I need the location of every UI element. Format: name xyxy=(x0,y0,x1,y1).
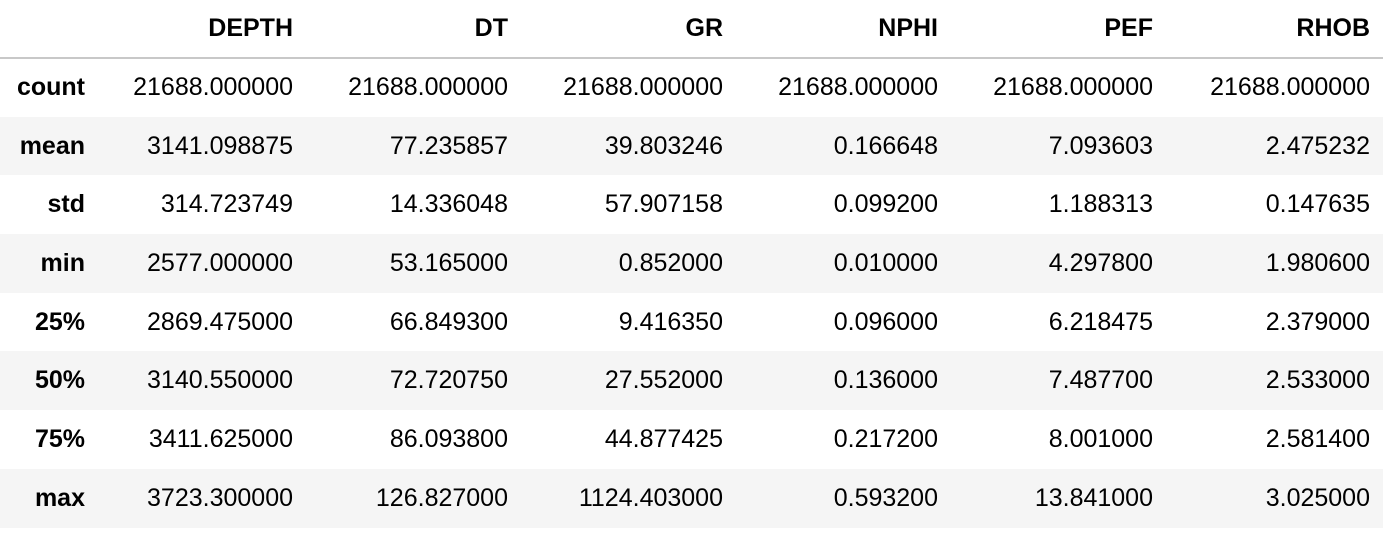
table-cell: 8.001000 xyxy=(1048,424,1153,453)
table-cell: 77.235857 xyxy=(389,131,508,160)
header-row: DEPTH DT GR NPHI PEF RHOB xyxy=(0,0,1383,59)
table-cell: 21688.000000 xyxy=(1210,73,1370,102)
table-row-min: min 2577.000000 53.165000 0.852000 0.010… xyxy=(0,234,1383,293)
table-cell: 7.093603 xyxy=(1048,131,1153,160)
row-label: min xyxy=(40,248,85,277)
table-cell: 1124.403000 xyxy=(578,483,723,512)
table-cell: 86.093800 xyxy=(389,424,508,453)
row-label: count xyxy=(16,73,85,102)
column-header-rhob: RHOB xyxy=(1166,0,1383,59)
table-cell: 0.593200 xyxy=(833,483,938,512)
index-header xyxy=(0,0,91,59)
table-cell: 57.907158 xyxy=(604,190,723,219)
table-row-mean: mean 3141.098875 77.235857 39.803246 0.1… xyxy=(0,116,1383,176)
table-cell: 13.841000 xyxy=(1034,483,1153,512)
table-cell: 44.877425 xyxy=(604,424,723,453)
table-cell: 0.147635 xyxy=(1265,190,1370,219)
table-header: DEPTH DT GR NPHI PEF RHOB xyxy=(0,0,1383,59)
table-cell: 0.099200 xyxy=(833,190,938,219)
table-cell: 21688.000000 xyxy=(778,73,938,102)
table-cell: 2.379000 xyxy=(1265,307,1370,336)
table-cell: 21688.000000 xyxy=(133,73,293,102)
table-cell: 314.723749 xyxy=(160,190,293,219)
table-body: count 21688.000000 21688.000000 21688.00… xyxy=(0,58,1383,528)
table-cell: 2869.475000 xyxy=(147,307,293,336)
table-row-count: count 21688.000000 21688.000000 21688.00… xyxy=(0,58,1383,117)
table-cell: 3723.300000 xyxy=(147,483,293,512)
table-row-25: 25% 2869.475000 66.849300 9.416350 0.096… xyxy=(0,293,1383,352)
table-cell: 0.010000 xyxy=(833,248,938,277)
table-cell: 0.852000 xyxy=(618,248,723,277)
table-cell: 3.025000 xyxy=(1265,483,1370,512)
row-label: 75% xyxy=(34,424,85,453)
table-cell: 7.487700 xyxy=(1048,366,1153,395)
table-cell: 2.533000 xyxy=(1265,366,1370,395)
table-cell: 126.827000 xyxy=(375,483,508,512)
row-label: 50% xyxy=(34,366,85,395)
table-cell: 1.188313 xyxy=(1048,190,1153,219)
row-label: 25% xyxy=(34,307,85,336)
table-cell: 2.475232 xyxy=(1265,131,1370,160)
table-cell: 21688.000000 xyxy=(563,73,723,102)
table-cell: 2577.000000 xyxy=(147,248,293,277)
table-cell: 2.581400 xyxy=(1265,424,1370,453)
column-header-nphi: NPHI xyxy=(736,0,951,59)
table-cell: 0.136000 xyxy=(833,366,938,395)
table-cell: 14.336048 xyxy=(389,190,508,219)
table-cell: 21688.000000 xyxy=(348,73,508,102)
row-label: max xyxy=(34,483,85,512)
table-cell: 6.218475 xyxy=(1048,307,1153,336)
table-cell: 27.552000 xyxy=(604,366,723,395)
table-cell: 53.165000 xyxy=(389,248,508,277)
table-row-50: 50% 3140.550000 72.720750 27.552000 0.13… xyxy=(0,351,1383,411)
describe-table: DEPTH DT GR NPHI PEF RHOB count 21688.00… xyxy=(0,0,1383,528)
table-row-max: max 3723.300000 126.827000 1124.403000 0… xyxy=(0,468,1383,528)
table-cell: 3411.625000 xyxy=(148,424,293,453)
column-header-pef: PEF xyxy=(951,0,1166,59)
table-cell: 0.096000 xyxy=(833,307,938,336)
table-cell: 4.297800 xyxy=(1048,248,1153,277)
row-label: mean xyxy=(19,131,85,160)
table-cell: 66.849300 xyxy=(389,307,508,336)
table-cell: 3141.098875 xyxy=(147,131,293,160)
table-cell: 21688.000000 xyxy=(993,73,1153,102)
table-cell: 0.217200 xyxy=(833,424,938,453)
column-header-depth: DEPTH xyxy=(91,0,306,59)
column-header-gr: GR xyxy=(521,0,736,59)
table-row-75: 75% 3411.625000 86.093800 44.877425 0.21… xyxy=(0,410,1383,469)
table-cell: 1.980600 xyxy=(1265,248,1370,277)
table-cell: 9.416350 xyxy=(618,307,723,336)
table-cell: 39.803246 xyxy=(604,131,723,160)
table-cell: 72.720750 xyxy=(389,366,508,395)
table-cell: 3140.550000 xyxy=(147,366,293,395)
table-row-std: std 314.723749 14.336048 57.907158 0.099… xyxy=(0,175,1383,234)
table-cell: 0.166648 xyxy=(833,131,938,160)
row-label: std xyxy=(47,190,86,219)
column-header-dt: DT xyxy=(306,0,521,59)
